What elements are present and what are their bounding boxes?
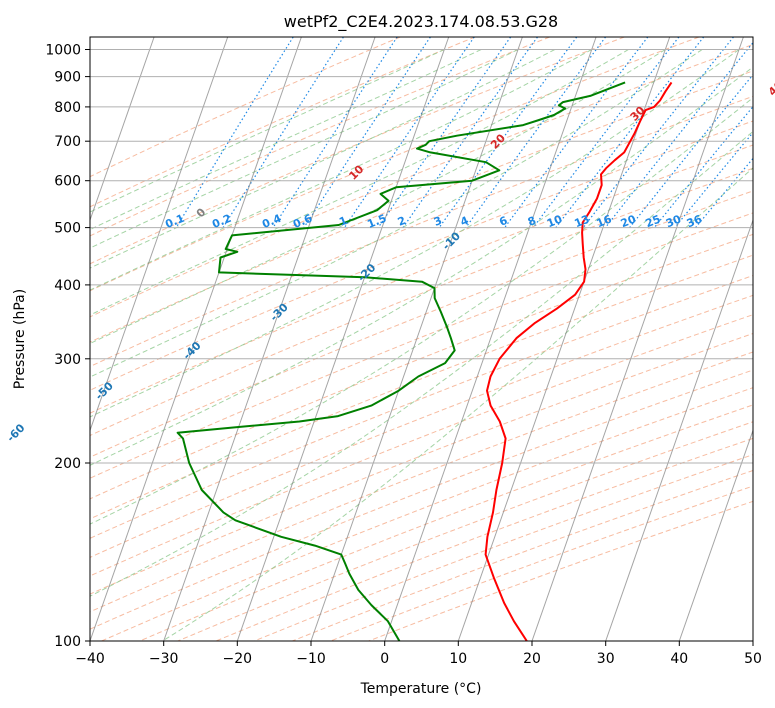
mixing-ratio-label: 2	[396, 214, 408, 229]
axis-ticks: −40 −30 −20 −10 0 10 20 30 40 50 100 200 300 400 500 60…	[45, 43, 762, 668]
dry-adiabat-line	[90, 212, 753, 479]
moist-adiabat-line	[90, 49, 740, 418]
mixing-ratio-line	[377, 37, 512, 228]
y-tick-label: 600	[54, 174, 81, 190]
y-tick-label: 400	[54, 278, 81, 294]
mixing-ratio-line	[604, 41, 753, 228]
mixing-ratio-line	[175, 37, 294, 228]
dry-adiabat-line	[90, 233, 753, 500]
background-guide-lines	[90, 37, 753, 641]
isotherm-line	[236, 37, 450, 641]
mixing-ratio-label: 30	[664, 212, 683, 230]
moist-adiabat-line	[90, 49, 592, 291]
mixing-ratio-line	[582, 37, 734, 228]
chart-title: wetPf2_C2E4.2023.174.08.53.G28	[284, 12, 558, 32]
moist-adiabat-line	[90, 49, 482, 231]
x-tick-label: 40	[670, 651, 688, 667]
moist-adiabat-line	[162, 167, 753, 641]
y-tick-label: 800	[54, 100, 81, 116]
x-tick-label: −40	[75, 651, 105, 667]
moist-adiabat-line	[90, 66, 753, 466]
mixing-ratio-line	[438, 37, 578, 228]
dry-adiabat-line	[90, 37, 476, 208]
moist-adiabat-line	[90, 49, 703, 378]
pressure-grid	[90, 49, 753, 641]
isotherm-line	[310, 37, 523, 641]
isotherm-line	[678, 428, 753, 641]
mixing-ratio-label: 13	[572, 212, 591, 230]
isotherm-line	[90, 37, 302, 641]
dry-adiabat-line	[90, 37, 401, 178]
isotherm-line	[163, 37, 376, 641]
dry-adiabat-line	[90, 37, 700, 292]
dry-adiabat-line	[90, 37, 550, 237]
y-tick-label: 1000	[45, 43, 81, 59]
isotherm-line	[384, 37, 597, 641]
dry-adiabat-line	[90, 294, 753, 558]
mixing-ratio-line	[272, 37, 398, 228]
moist-adiabat-line	[90, 49, 666, 345]
moist-adiabat-line	[90, 49, 519, 249]
plot-background	[90, 37, 753, 641]
mixing-ratio-label: 10	[545, 212, 564, 230]
dry-adiabat-line	[90, 332, 753, 595]
dry-adiabat-line	[90, 70, 753, 343]
x-tick-label: 10	[449, 651, 467, 667]
mixing-ratio-label: 20	[619, 212, 638, 230]
temperature-profile-line	[484, 81, 673, 641]
y-tick-label: 100	[54, 634, 81, 650]
mixing-ratio-label: 3	[432, 214, 444, 229]
mixing-ratio-label: 16	[595, 212, 614, 230]
x-tick-label: 20	[523, 651, 541, 667]
x-tick-label: −20	[223, 651, 253, 667]
mixing-ratio-line	[674, 131, 753, 228]
isotherm-line	[457, 37, 671, 641]
isotherm-line	[605, 218, 753, 641]
plot-frame	[89, 36, 754, 642]
y-tick-label: 700	[54, 134, 81, 150]
x-tick-label: 30	[597, 651, 615, 667]
y-tick-label: 500	[54, 221, 81, 237]
mixing-ratio-label: 25	[643, 212, 662, 230]
dewpoint-profile-line	[176, 81, 626, 641]
x-tick-label: 50	[744, 651, 762, 667]
mixing-ratio-label: 8	[526, 214, 538, 229]
mixing-ratio-line	[303, 37, 431, 228]
mixing-ratio-line	[695, 157, 753, 228]
x-tick-label: −10	[296, 651, 326, 667]
x-axis-label: Temperature (°C)	[360, 681, 482, 697]
x-tick-label: −30	[149, 651, 179, 667]
profile-series	[176, 81, 673, 641]
mixing-ratio-label: 1	[337, 214, 349, 229]
dry-adiabat-line	[90, 167, 753, 437]
mixing-ratio-line	[504, 37, 649, 228]
y-tick-label: 200	[54, 456, 81, 472]
dry-adiabat-line	[90, 314, 753, 577]
moist-adiabat-line	[90, 97, 753, 525]
dry-adiabat-line	[90, 254, 753, 520]
dry-adiabat-line	[90, 144, 753, 414]
y-tick-label: 900	[54, 70, 81, 86]
mixing-ratio-line	[344, 37, 475, 228]
x-tick-label: 0	[380, 651, 389, 667]
dry-adiabat-label: 40	[766, 78, 775, 98]
dry-adiabat-line	[90, 274, 753, 539]
dry-adiabat-line	[90, 95, 753, 368]
mixing-ratio-label: 36	[685, 212, 704, 230]
moist-adiabat-line	[90, 49, 629, 316]
isotherm-line	[531, 37, 744, 641]
isotherm-line	[90, 37, 155, 222]
dry-adiabat-line	[90, 190, 753, 458]
mixing-ratio-line	[222, 37, 344, 228]
y-axis-label: Pressure (hPa)	[12, 289, 28, 389]
isotherm-line	[90, 37, 229, 432]
dry-adiabat-line	[90, 37, 625, 265]
y-tick-label: 300	[54, 352, 81, 368]
mixing-ratio-line	[629, 73, 753, 228]
dry-adiabat-line	[90, 43, 753, 318]
